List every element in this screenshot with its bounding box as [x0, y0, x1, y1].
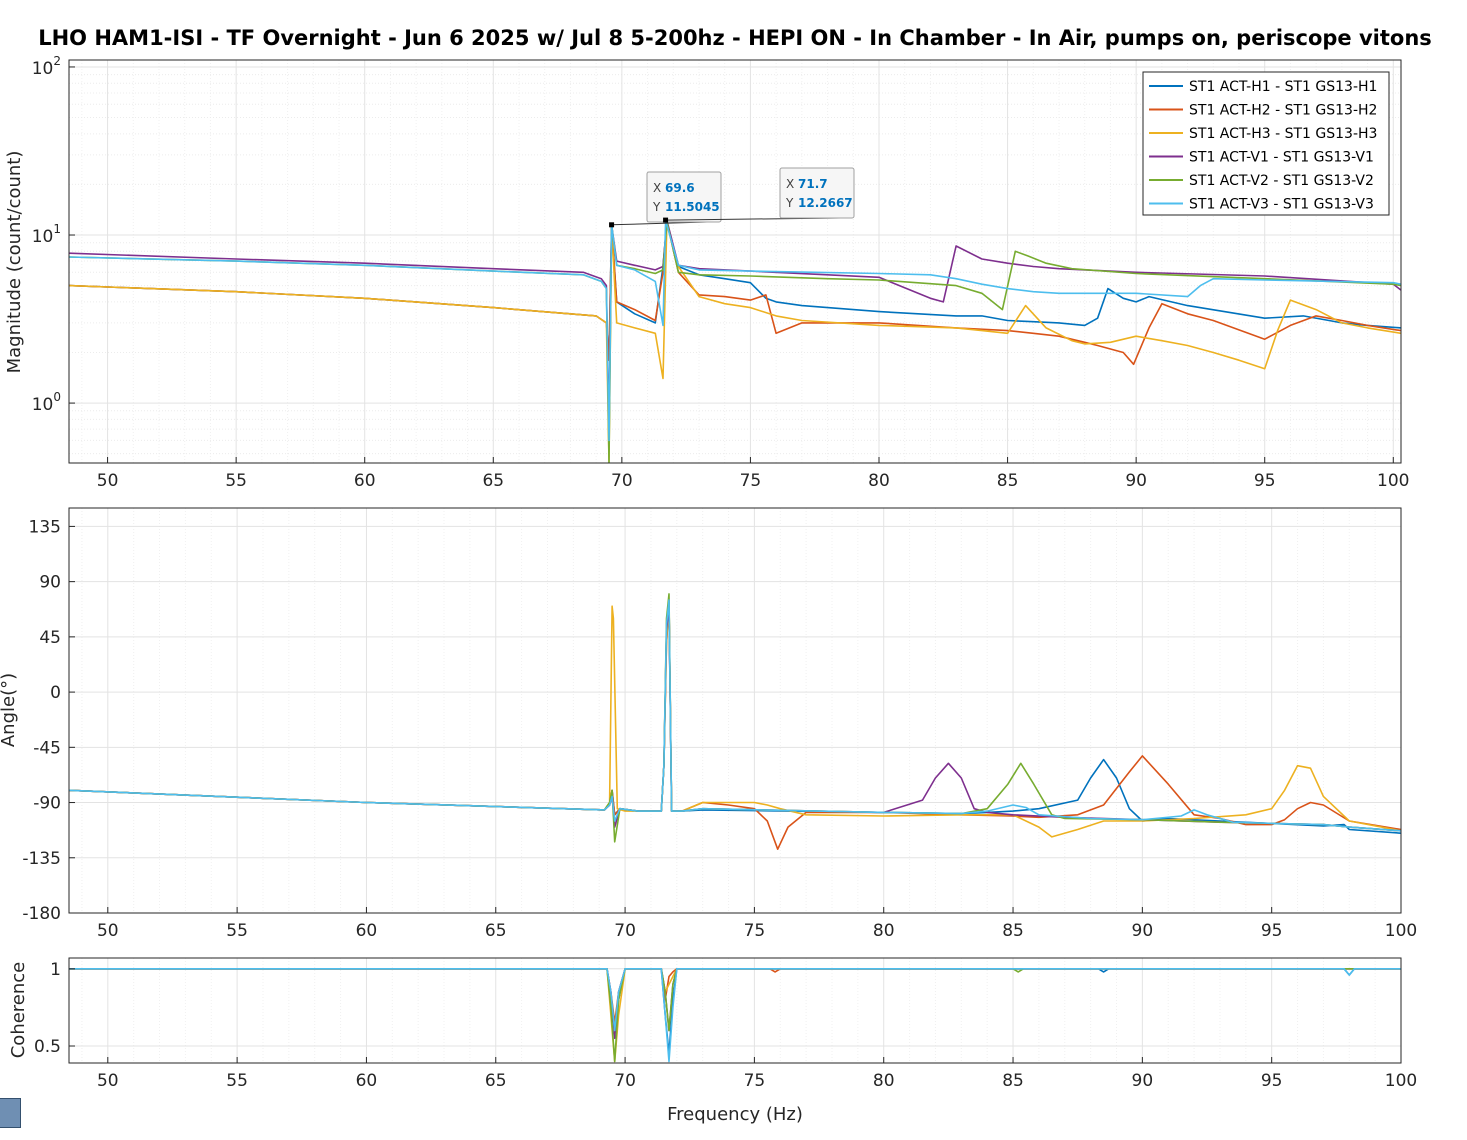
phase-x-tick-label: 50 [97, 921, 119, 941]
phase-background [69, 508, 1401, 913]
phase-series-6 [69, 599, 1401, 832]
datatip-box [646, 171, 722, 223]
magnitude-x-tick-label: 60 [354, 471, 376, 491]
legend-entry-4: ST1 ACT-V1 - ST1 GS13-V1 [1189, 150, 1374, 166]
figure-corner-icon [0, 1098, 21, 1128]
coherence-y-tick-label: 1 [50, 960, 61, 980]
legend-entry-3: ST1 ACT-H3 - ST1 GS13-H3 [1189, 126, 1377, 142]
x-axis-label: Frequency (Hz) [667, 1104, 803, 1125]
phase-x-tick-label: 85 [1002, 921, 1024, 941]
magnitude-x-tick-label: 75 [740, 471, 762, 491]
coherence-x-tick-label: 95 [1261, 1071, 1283, 1091]
magnitude-y-tick-label: 101 [32, 222, 61, 247]
phase-y-tick-label: -135 [22, 849, 61, 869]
magnitude-y-tick-exponent: 2 [53, 54, 61, 68]
coherence-x-tick-label: 60 [356, 1071, 378, 1091]
datatip-x-label: X [786, 177, 794, 191]
legend-entry-1: ST1 ACT-H1 - ST1 GS13-H1 [1189, 79, 1377, 95]
phase-y-axis-label: Angle(°) [0, 673, 19, 747]
magnitude-axes-box [68, 59, 1402, 464]
phase-x-tick-label: 80 [873, 921, 895, 941]
legend-entry-6: ST1 ACT-V3 - ST1 GS13-V3 [1189, 197, 1374, 213]
legend-entry-5: ST1 ACT-V2 - ST1 GS13-V2 [1189, 173, 1374, 189]
figure-title: LHO HAM1-ISI - TF Overnight - Jun 6 2025… [38, 26, 1432, 50]
magnitude-y-tick-exponent: 1 [53, 222, 61, 236]
phase-y-tick-label: 135 [29, 517, 61, 537]
datatip-x-label: X [653, 181, 661, 195]
coherence-x-tick-label: 85 [1002, 1071, 1024, 1091]
coherence-x-tick-label: 100 [1385, 1071, 1417, 1091]
legend-box [1142, 71, 1390, 216]
phase-axes-box [68, 507, 1402, 914]
magnitude-x-tick-label: 55 [225, 471, 247, 491]
phase-y-tick-label: 90 [39, 573, 61, 593]
phase-x-tick-label: 55 [226, 921, 248, 941]
magnitude-x-tick-label: 90 [1125, 471, 1147, 491]
phase-y-tick-label: -90 [33, 794, 61, 814]
phase-y-tick-label: -180 [22, 904, 61, 924]
phase-x-tick-label: 95 [1261, 921, 1283, 941]
phase-y-tick-label: -45 [33, 738, 61, 758]
phase-y-tick-label: 45 [39, 628, 61, 648]
coherence-x-tick-label: 80 [873, 1071, 895, 1091]
phase-x-tick-label: 70 [614, 921, 636, 941]
magnitude-plot: 50 55 60 65 70 75 80 85 90 95 100100101102Magnitud… [4, 54, 1410, 491]
coherence-x-tick-label: 55 [226, 1071, 248, 1091]
datatip-marker [663, 217, 669, 223]
datatip-x-value: 69.6 [665, 181, 695, 195]
datatip-y-label: Y [652, 200, 661, 214]
magnitude-x-tick-label: 85 [997, 471, 1019, 491]
magnitude-x-tick-label: 65 [482, 471, 504, 491]
datatip-y-value: 11.5045 [665, 200, 720, 214]
coherence-x-tick-label: 50 [97, 1071, 119, 1091]
coherence-series-5 [69, 968, 1401, 1063]
magnitude-x-tick-label: 70 [611, 471, 633, 491]
datatip-y-label: Y [785, 196, 794, 210]
coherence-x-tick-label: 65 [485, 1071, 507, 1091]
coherence-plot: 50 55 60 65 70 75 80 85 90 95 100 0.5 1 Coherence [8, 957, 1417, 1091]
phase-x-tick-label: 100 [1385, 921, 1417, 941]
datatip-1: X 69.6 Y 11.5045 [609, 171, 722, 228]
coherence-x-tick-label: 75 [744, 1071, 766, 1091]
phase-plot: 50 55 60 65 70 75 80 85 90 95 100 -180 -135 -90 -45 0 45… [0, 507, 1417, 941]
coherence-x-tick-label: 90 [1132, 1071, 1154, 1091]
magnitude-x-tick-label: 100 [1377, 471, 1409, 491]
legend-entry-2: ST1 ACT-H2 - ST1 GS13-H2 [1189, 103, 1377, 119]
magnitude-y-axis-label: Magnitude (count/count) [4, 151, 25, 374]
phase-series-3 [69, 599, 1401, 838]
coherence-series-6 [69, 968, 1401, 1063]
magnitude-y-tick-label: 102 [32, 54, 61, 79]
phase-x-tick-label: 60 [356, 921, 378, 941]
coherence-y-axis-label: Coherence [8, 962, 29, 1059]
legend: ST1 ACT-H1 - ST1 GS13-H1 ST1 ACT-H2 - ST1… [1142, 71, 1390, 216]
phase-x-tick-label: 90 [1132, 921, 1154, 941]
magnitude-x-tick-label: 50 [97, 471, 119, 491]
datatip-2: X 71.7 Y 12.2667 [663, 167, 855, 223]
magnitude-x-tick-label: 80 [868, 471, 890, 491]
coherence-background [69, 958, 1401, 1063]
datatip-marker [609, 222, 615, 228]
datatip-y-value: 12.2667 [798, 196, 853, 210]
phase-x-tick-label: 65 [485, 921, 507, 941]
coherence-axes-box [68, 957, 1402, 1064]
magnitude-series-6 [69, 219, 1401, 442]
datatip-x-value: 71.7 [798, 177, 828, 191]
phase-y-tick-label: 0 [50, 683, 61, 703]
datatip-box [779, 167, 855, 219]
phase-x-tick-label: 75 [744, 921, 766, 941]
magnitude-x-tick-label: 95 [1254, 471, 1276, 491]
magnitude-y-tick-label: 100 [32, 390, 61, 415]
coherence-x-tick-label: 70 [614, 1071, 636, 1091]
magnitude-y-tick-exponent: 0 [53, 390, 61, 404]
coherence-y-tick-label: 0.5 [34, 1037, 61, 1057]
